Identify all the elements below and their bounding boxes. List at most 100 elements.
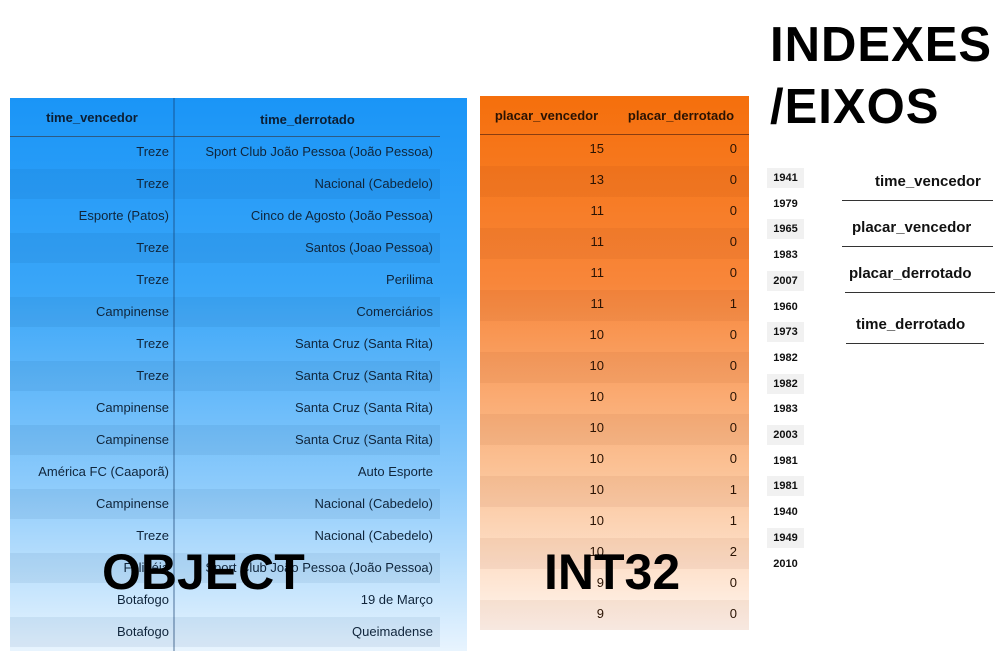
cell-placar-derrotado: 0 <box>729 451 737 466</box>
cell-placar-derrotado: 2 <box>729 544 737 559</box>
table-row: 15 0 <box>480 135 749 166</box>
cell-placar-vencedor: 10 <box>589 327 604 342</box>
cell-time-derrotado: Sport Club João Pessoa (João Pessoa) <box>205 144 433 159</box>
cell-time-vencedor: Treze <box>136 336 169 351</box>
cell-time-derrotado: Santa Cruz (Santa Rita) <box>294 432 433 447</box>
index-value: 1982 <box>773 351 798 364</box>
table-row: 11 0 <box>480 259 749 290</box>
header-placar-derrotado: placar_derrotado <box>627 108 735 123</box>
cell-time-vencedor: Campinense <box>96 496 169 511</box>
cell-placar-derrotado: 1 <box>729 296 737 311</box>
cell-placar-vencedor: 11 <box>590 203 605 218</box>
cell-time-derrotado: Auto Esporte <box>357 464 433 479</box>
cell-time-vencedor: Felipéia <box>123 560 169 575</box>
cell-placar-vencedor: 9 <box>596 606 604 621</box>
table-row: 10 0 <box>480 352 749 383</box>
cell-time-derrotado: Nacional (Cabedelo) <box>314 496 433 511</box>
cell-placar-vencedor: 10 <box>589 420 604 435</box>
cell-placar-derrotado: 0 <box>729 420 737 435</box>
index-value: 2007 <box>767 270 804 291</box>
cell-time-vencedor: Treze <box>136 272 169 287</box>
cell-time-derrotado: Nacional (Cabedelo) <box>314 176 433 191</box>
index-value: 1982 <box>767 373 804 394</box>
cell-placar-vencedor: 10 <box>589 451 604 466</box>
cell-time-vencedor: Botafogo <box>116 592 169 607</box>
indexes-title-line2: /EIXOS <box>770 80 940 134</box>
table-row: Esporte (Patos) Cinco de Agosto (João Pes… <box>10 201 440 231</box>
axis-divider <box>842 200 993 201</box>
cell-placar-derrotado: 0 <box>729 327 737 342</box>
axis-column-placar-vencedor: placar_vencedor <box>852 219 972 236</box>
table-row: Campinense Nacional (Cabedelo) <box>10 489 440 519</box>
index-value: 1981 <box>767 476 804 497</box>
table-row: 10 0 <box>480 321 749 352</box>
cell-placar-derrotado: 0 <box>729 265 737 280</box>
cell-time-vencedor: Campinense <box>96 400 169 415</box>
cell-placar-vencedor: 13 <box>589 172 604 187</box>
table-row: 10 0 <box>480 383 749 414</box>
cell-placar-vencedor: 10 <box>589 389 604 404</box>
cell-time-derrotado: Cinco de Agosto (João Pessoa) <box>250 208 433 223</box>
table-row: Treze Sport Club João Pessoa (João Pessoa… <box>10 137 440 167</box>
table-row: 13 0 <box>480 166 749 197</box>
cell-placar-vencedor: 11 <box>590 296 605 311</box>
cell-placar-derrotado: 0 <box>729 575 737 590</box>
table-row: Treze Nacional (Cabedelo) <box>10 521 440 551</box>
table-row: Treze Perilima <box>10 265 440 295</box>
cell-placar-derrotado: 1 <box>729 513 737 528</box>
table-row: Campinense Santa Cruz (Santa Rita) <box>10 425 440 455</box>
cell-placar-derrotado: 0 <box>729 389 737 404</box>
axis-divider <box>842 246 993 247</box>
cell-placar-vencedor: 10 <box>589 544 604 559</box>
table-row: Treze Santa Cruz (Santa Rita) <box>10 361 440 391</box>
header-time-vencedor: time_vencedor <box>46 110 138 125</box>
index-value: 1941 <box>767 168 804 188</box>
cell-placar-derrotado: 0 <box>729 172 737 187</box>
cell-time-vencedor: Treze <box>136 144 169 159</box>
cell-time-vencedor: Treze <box>136 528 169 543</box>
index-value: 1960 <box>773 300 798 313</box>
cell-time-derrotado: Nacional (Cabedelo) <box>314 528 433 543</box>
cell-placar-derrotado: 0 <box>729 358 737 373</box>
cell-time-vencedor: Botafogo <box>116 624 169 639</box>
table-row: Botafogo 19 de Março <box>10 585 440 615</box>
cell-placar-derrotado: 0 <box>729 203 737 218</box>
table-row: América FC (Caaporã) Auto Esporte <box>10 457 440 487</box>
table-row: 11 1 <box>480 290 749 321</box>
cell-placar-vencedor: 9 <box>596 575 604 590</box>
axis-column-time-derrotado: time_derrotado <box>856 316 966 333</box>
index-value: 1940 <box>773 506 798 519</box>
cell-time-vencedor: Campinense <box>96 432 169 447</box>
axis-divider <box>846 343 984 344</box>
axis-divider <box>845 292 995 293</box>
cell-placar-derrotado: 0 <box>729 606 737 621</box>
column-divider <box>173 98 175 651</box>
table-row: 11 0 <box>480 197 749 228</box>
header-time-derrotado: time_derrotado <box>260 112 355 127</box>
cell-time-vencedor: Campinense <box>96 304 169 319</box>
table-row: Campinense Comerciários <box>10 297 440 327</box>
axis-column-placar-derrotado: placar_derrotado <box>849 265 972 282</box>
cell-placar-vencedor: 10 <box>589 482 604 497</box>
cell-time-derrotado: Queimadense <box>352 624 433 639</box>
table-row: 10 1 <box>480 476 749 507</box>
cell-placar-vencedor: 10 <box>589 358 604 373</box>
int32-label: INT32 <box>544 544 681 600</box>
index-value: 1983 <box>773 403 798 416</box>
cell-time-derrotado: Santos (Joao Pessoa) <box>305 240 433 255</box>
table-row: Botafogo Queimadense <box>10 617 440 647</box>
index-value: 1981 <box>773 454 798 467</box>
object-table: time_vencedor time_derrotado Treze Sport … <box>10 98 467 651</box>
cell-placar-vencedor: 11 <box>590 265 605 280</box>
cell-time-derrotado: Santa Cruz (Santa Rita) <box>294 368 433 383</box>
cell-placar-derrotado: 1 <box>729 482 737 497</box>
int-table-header: placar_vencedor placar_derrotado <box>480 96 749 135</box>
table-row: Campinense Santa Cruz (Santa Rita) <box>10 393 440 423</box>
cell-time-derrotado: Sport Club João Pessoa (João Pessoa) <box>205 560 433 575</box>
axis-column-time-vencedor: time_vencedor <box>875 173 981 190</box>
table-row: 11 0 <box>480 228 749 259</box>
header-placar-vencedor: placar_vencedor <box>494 108 599 123</box>
index-value: 1949 <box>767 527 804 548</box>
cell-time-derrotado: Perilima <box>386 272 433 287</box>
